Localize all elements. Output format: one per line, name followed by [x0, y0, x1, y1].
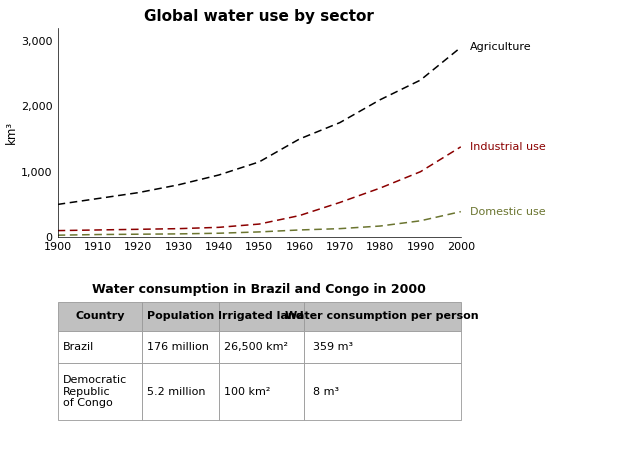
Text: Agriculture: Agriculture	[470, 43, 532, 52]
Text: Industrial use: Industrial use	[470, 142, 546, 152]
Title: Global water use by sector: Global water use by sector	[144, 9, 374, 24]
Text: Water consumption in Brazil and Congo in 2000: Water consumption in Brazil and Congo in…	[92, 283, 426, 296]
Text: Domestic use: Domestic use	[470, 207, 546, 217]
Y-axis label: km³: km³	[5, 121, 19, 144]
